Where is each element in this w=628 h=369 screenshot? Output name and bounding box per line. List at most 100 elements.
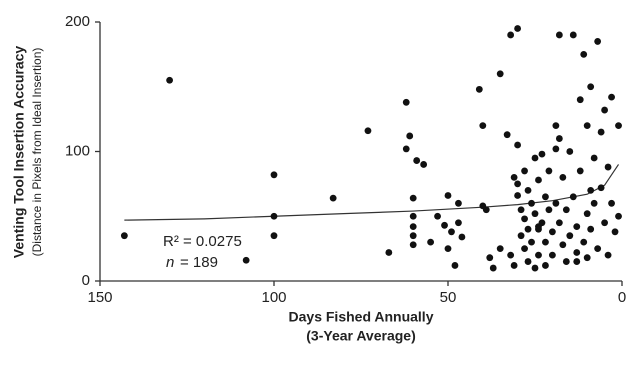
- point: [496, 245, 504, 253]
- y-subtitle: (Distance in Pixels from Ideal Insertion…: [30, 48, 44, 257]
- point: [409, 241, 417, 249]
- point: [552, 145, 560, 153]
- point: [507, 251, 515, 259]
- point: [409, 194, 417, 202]
- point: [514, 180, 521, 188]
- point: [524, 186, 532, 194]
- point: [604, 251, 612, 259]
- point: [594, 38, 602, 45]
- point: [597, 184, 605, 192]
- point: [542, 238, 549, 246]
- point: [545, 206, 553, 214]
- point: [535, 251, 542, 259]
- point: [528, 199, 535, 207]
- point: [475, 85, 483, 93]
- point: [406, 132, 414, 140]
- point: [555, 135, 563, 142]
- point: [482, 206, 490, 214]
- point: [535, 176, 542, 184]
- point: [479, 122, 487, 129]
- point: [615, 212, 622, 220]
- point: [510, 174, 518, 181]
- point: [580, 50, 588, 58]
- point: [566, 148, 574, 155]
- point: [583, 254, 591, 262]
- y-tick-label: 200: [65, 13, 90, 30]
- point: [555, 31, 563, 39]
- point: [573, 223, 581, 231]
- point: [608, 93, 615, 101]
- point: [604, 163, 612, 171]
- point: [451, 262, 459, 269]
- point: [573, 258, 581, 265]
- point: [549, 251, 556, 259]
- point: [521, 167, 528, 175]
- point: [576, 96, 584, 104]
- point: [583, 122, 591, 129]
- point: [538, 150, 546, 158]
- point: [562, 206, 570, 214]
- point: [608, 199, 615, 207]
- point: [514, 25, 521, 32]
- point: [413, 157, 421, 164]
- y-tick-label: 100: [65, 142, 90, 159]
- point: [270, 212, 278, 220]
- point: [528, 238, 535, 246]
- point: [569, 31, 577, 39]
- point: [590, 199, 598, 207]
- point: [517, 232, 525, 240]
- point: [444, 245, 452, 253]
- point: [531, 210, 539, 218]
- point: [590, 154, 598, 162]
- point: [242, 256, 250, 264]
- x-tick-label: 0: [618, 289, 626, 306]
- point: [427, 238, 434, 246]
- point: [601, 219, 608, 227]
- point: [409, 232, 417, 240]
- point: [580, 238, 588, 246]
- x-tick-label: 50: [440, 289, 457, 306]
- point: [486, 254, 494, 262]
- point: [444, 192, 452, 199]
- point: [489, 264, 497, 272]
- point: [441, 221, 448, 229]
- point: [594, 245, 602, 253]
- point: [434, 212, 441, 220]
- point: [402, 98, 410, 106]
- point: [521, 245, 528, 253]
- point: [409, 212, 417, 220]
- point: [549, 228, 556, 236]
- point: [385, 249, 393, 256]
- point: [615, 122, 622, 129]
- point: [569, 193, 577, 201]
- point: [496, 70, 504, 78]
- point: [611, 228, 619, 236]
- point: [559, 241, 567, 249]
- point: [510, 262, 518, 269]
- point: [531, 264, 539, 272]
- x-tick-label: 150: [87, 289, 112, 306]
- point: [402, 145, 410, 153]
- point: [542, 193, 549, 201]
- point: [566, 232, 574, 240]
- n-symbol: n: [166, 254, 174, 271]
- point: [517, 206, 525, 214]
- y-title: Venting Tool Insertion Accuracy: [11, 46, 27, 259]
- point: [503, 131, 511, 139]
- point: [448, 228, 455, 236]
- point: [270, 232, 278, 240]
- x-title: Days Fished Annually: [289, 309, 434, 325]
- n-annotation: = 189: [180, 254, 218, 271]
- point: [514, 141, 521, 149]
- point: [514, 192, 521, 199]
- point: [587, 225, 595, 233]
- y-tick-label: 0: [82, 272, 90, 289]
- x-tick-label: 100: [261, 289, 286, 306]
- point: [524, 225, 532, 233]
- point: [455, 199, 462, 207]
- point: [538, 219, 546, 227]
- point: [552, 122, 560, 129]
- point: [270, 171, 278, 179]
